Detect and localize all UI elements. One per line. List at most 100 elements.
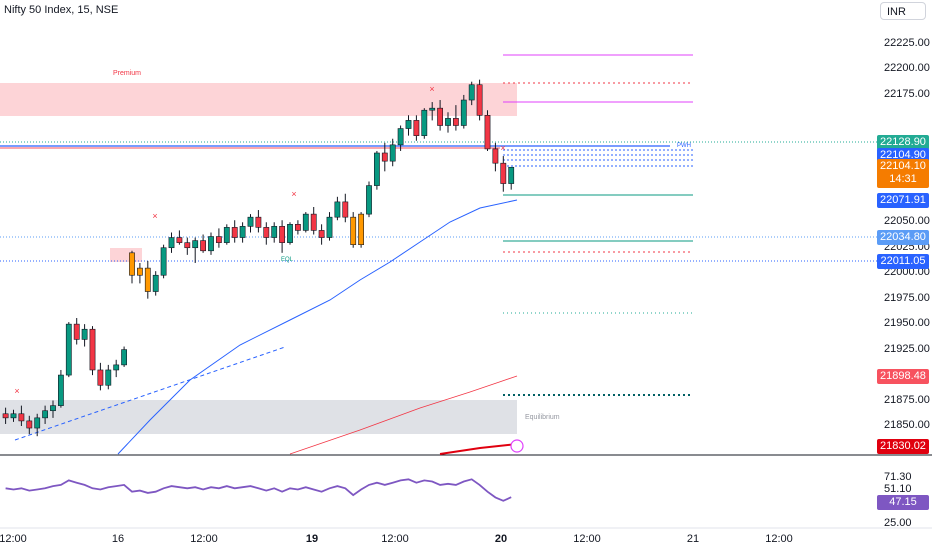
- candle-10: [81, 324, 88, 347]
- candle-18: [144, 260, 151, 299]
- rsi-tick: 25.00: [884, 517, 912, 529]
- candle-body: [223, 227, 230, 243]
- candle-38: [302, 212, 309, 233]
- rsi-line: [5, 478, 512, 502]
- eql-label: EQL: [281, 257, 294, 263]
- candle-body: [413, 120, 420, 136]
- candle-body: [492, 148, 499, 164]
- candle-body: [294, 224, 301, 231]
- candle-body: [144, 267, 151, 292]
- candle-body: [81, 328, 88, 340]
- price-tag-t3: 22104.10 14:31: [877, 159, 929, 188]
- candle-57: [452, 105, 459, 131]
- candle-body: [381, 152, 388, 162]
- candle-52: [413, 115, 420, 141]
- price-tick: 21950.00: [884, 317, 930, 330]
- sma-line: [289, 375, 518, 455]
- time-tick: 19: [305, 533, 319, 545]
- candle-body: [279, 226, 285, 243]
- candle-body: [476, 84, 483, 116]
- currency-selector[interactable]: INR: [880, 2, 926, 20]
- candle-body: [452, 118, 459, 126]
- candle-9: [73, 318, 80, 345]
- candle-body: [129, 252, 135, 276]
- candle-body: [389, 144, 396, 162]
- time-tick: 12:00: [190, 533, 218, 545]
- candle-body: [18, 413, 25, 422]
- pwh-label: PWH: [677, 143, 691, 149]
- candle-50: [397, 125, 404, 151]
- candle-6: [50, 400, 56, 418]
- time-tick: 20: [494, 533, 508, 545]
- price-tag-t8: 21830.02: [877, 439, 929, 454]
- candle-body: [334, 201, 341, 218]
- sweep-marker-0: ×: [14, 386, 19, 396]
- candle-61: [484, 110, 491, 151]
- candle-51: [405, 115, 412, 136]
- time-tick: 12:00: [765, 533, 793, 545]
- rsi-current-tag: 47.15: [877, 495, 929, 510]
- candle-body: [26, 420, 33, 429]
- candle-body: [97, 369, 104, 386]
- candle-16: [129, 250, 135, 284]
- price-tick: 22225.00: [884, 37, 930, 49]
- candle-body: [318, 230, 325, 238]
- candle-body: [342, 201, 349, 218]
- premium-label: Premium: [113, 70, 142, 77]
- candle-body: [73, 323, 80, 340]
- candle-42: [334, 196, 341, 221]
- candle-58: [460, 94, 467, 129]
- candle-33: [263, 222, 270, 245]
- candle-32: [255, 210, 262, 233]
- ema-line: [117, 199, 518, 455]
- candle-body: [247, 216, 254, 227]
- candle-body: [42, 410, 48, 419]
- price-tag-t4: 22071.91: [877, 193, 929, 208]
- price-tick: 22175.00: [884, 87, 930, 100]
- candle-17: [137, 263, 143, 284]
- equilibrium-zone: [0, 400, 517, 434]
- sma-thick-line: [439, 443, 518, 455]
- candle-body: [231, 227, 238, 238]
- candle-body: [508, 166, 515, 184]
- candle-3: [26, 415, 33, 435]
- candle-47: [373, 150, 380, 190]
- candle-55: [437, 100, 443, 131]
- candle-body: [358, 213, 364, 245]
- candle-body: [350, 216, 357, 245]
- candle-36: [287, 222, 293, 245]
- price-tick: 22050.00: [884, 215, 930, 228]
- candle-13: [105, 364, 112, 390]
- candle-body: [326, 216, 333, 238]
- candle-26: [208, 232, 214, 255]
- candle-body: [397, 128, 404, 146]
- candle-body: [500, 162, 507, 184]
- candle-35: [279, 220, 285, 253]
- candle-20: [160, 244, 167, 279]
- price-tick: 21875.00: [884, 393, 930, 406]
- candle-28: [223, 224, 230, 245]
- candle-4: [34, 413, 41, 437]
- sweep-marker-2: ×: [291, 189, 296, 199]
- candle-12: [97, 362, 104, 391]
- price-tag-t1: 22128.90: [877, 135, 929, 150]
- candle-body: [65, 323, 72, 376]
- chart-title: Nifty 50 Index, 15, NSE: [4, 4, 119, 16]
- candle-56: [445, 112, 451, 133]
- candle-body: [287, 224, 293, 243]
- candle-body: [57, 374, 64, 406]
- sweep-marker-1: ×: [152, 211, 157, 221]
- candle-body: [2, 413, 9, 419]
- price-tick: 22000.00: [884, 266, 930, 279]
- candle-body: [263, 227, 270, 238]
- candle-49: [389, 138, 396, 167]
- candle-body: [184, 242, 191, 249]
- candle-body: [89, 328, 96, 371]
- candle-29: [231, 220, 238, 243]
- candle-body: [176, 237, 183, 243]
- sweep-marker-4: ×: [500, 143, 505, 153]
- candle-body: [405, 120, 412, 129]
- time-tick: 12:00: [381, 533, 409, 545]
